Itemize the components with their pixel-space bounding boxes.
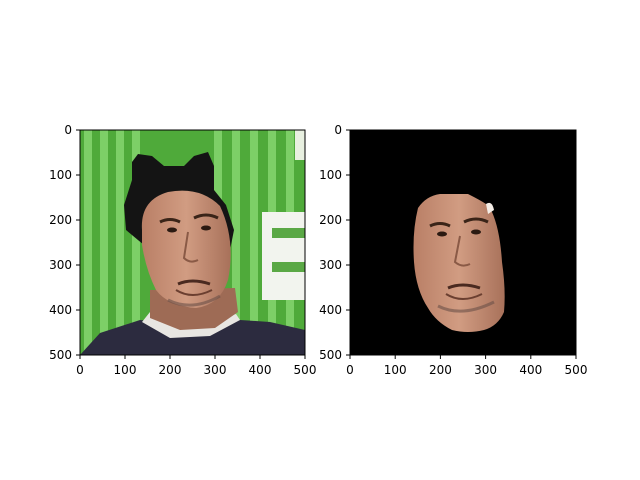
y-tick-label: 100 bbox=[319, 168, 342, 182]
x-tick-label: 300 bbox=[474, 363, 497, 377]
x-tick-label: 500 bbox=[565, 363, 588, 377]
photo-original bbox=[80, 130, 305, 355]
y-tick-label: 300 bbox=[49, 258, 72, 272]
y-tick-label: 400 bbox=[49, 303, 72, 317]
y-tick-label: 0 bbox=[64, 123, 72, 137]
x-tick-label: 200 bbox=[429, 363, 452, 377]
x-tick-label: 0 bbox=[346, 363, 354, 377]
y-tick-label: 400 bbox=[319, 303, 342, 317]
y-tick-label: 500 bbox=[319, 348, 342, 362]
y-tick-label: 500 bbox=[49, 348, 72, 362]
y-tick-label: 100 bbox=[49, 168, 72, 182]
x-tick-label: 200 bbox=[159, 363, 182, 377]
y-tick-label: 200 bbox=[319, 213, 342, 227]
photo-face-mask bbox=[350, 130, 576, 355]
x-tick-label: 400 bbox=[519, 363, 542, 377]
y-tick-label: 300 bbox=[319, 258, 342, 272]
x-tick-label: 400 bbox=[249, 363, 272, 377]
panel-face-mask: 0 100 200 300 400 500 0 100 200 300 400 500 bbox=[319, 123, 587, 377]
axes-frame bbox=[349, 129, 577, 356]
y-tick-label: 0 bbox=[334, 123, 342, 137]
y-tick-label: 200 bbox=[49, 213, 72, 227]
axis-ticks-left: 0 100 200 300 400 500 0 100 200 300 400 500 bbox=[49, 123, 316, 377]
panel-original: 0 100 200 300 400 500 0 100 200 300 400 500 bbox=[49, 123, 316, 377]
axes-frame bbox=[79, 129, 306, 356]
axis-ticks-right: 0 100 200 300 400 500 0 100 200 300 400 500 bbox=[319, 123, 587, 377]
x-tick-label: 300 bbox=[204, 363, 227, 377]
x-tick-label: 100 bbox=[384, 363, 407, 377]
x-tick-label: 500 bbox=[294, 363, 317, 377]
x-tick-label: 100 bbox=[114, 363, 137, 377]
x-tick-label: 0 bbox=[76, 363, 84, 377]
